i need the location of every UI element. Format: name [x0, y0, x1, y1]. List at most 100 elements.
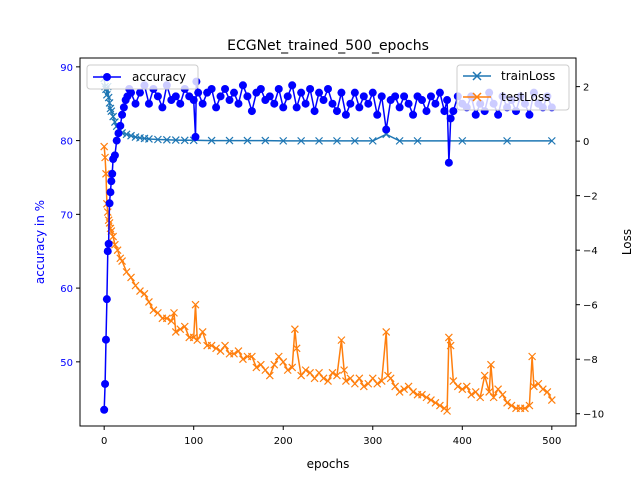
testloss-point [109, 232, 118, 241]
trainloss-point [153, 135, 162, 144]
x-tick-label: 500 [542, 436, 561, 447]
left-axis-ticks: 50 60 70 80 90 [60, 63, 80, 369]
accuracy-point [440, 107, 449, 116]
testloss-point [368, 374, 377, 383]
accuracy-point [368, 88, 377, 97]
accuracy-point [106, 188, 115, 197]
right-tick-label: −2 [583, 192, 598, 203]
testloss-point [170, 308, 178, 317]
accuracy-point [176, 99, 185, 108]
testloss-point [525, 401, 534, 410]
trainloss-point [162, 135, 171, 144]
trainloss-point [458, 136, 467, 145]
testloss-point [373, 379, 382, 388]
testloss-point [377, 377, 386, 385]
testloss-point [346, 374, 355, 383]
accuracy-point [274, 84, 283, 93]
testloss-point [239, 355, 247, 364]
accuracy-point [319, 96, 328, 105]
testloss-point [279, 358, 288, 366]
testloss-point [292, 344, 301, 353]
testloss-point [140, 289, 149, 298]
legend-trainloss-label: trainLoss [501, 69, 555, 83]
trainloss-point [109, 112, 118, 121]
accuracy-point [144, 99, 153, 108]
accuracy-point [315, 88, 324, 97]
testloss-point [306, 368, 315, 377]
testloss-point [283, 366, 292, 375]
testloss-point [315, 368, 323, 377]
testloss-point [145, 298, 153, 306]
trainloss-point [225, 136, 234, 145]
testloss-point [422, 393, 431, 402]
accuracy-point [400, 92, 409, 101]
trainloss-point [122, 130, 131, 139]
accuracy-point [110, 151, 119, 160]
testloss-point [489, 393, 498, 402]
accuracy-point [270, 99, 279, 108]
accuracy-point [418, 96, 427, 105]
testloss-point [538, 385, 547, 394]
accuracy-point [198, 99, 207, 108]
testloss-point [386, 374, 395, 383]
testloss-point [288, 363, 297, 372]
testloss-point [167, 317, 176, 325]
testloss-point [191, 300, 200, 309]
testloss-point [100, 142, 109, 151]
accuracy-point [100, 405, 109, 414]
testloss-point [476, 393, 485, 402]
accuracy-point [494, 110, 503, 119]
testloss-point [528, 352, 537, 361]
testloss-point [547, 396, 556, 405]
accuracy-point [364, 99, 373, 108]
accuracy-point [279, 103, 288, 112]
accuracy-point [431, 99, 440, 108]
testloss-point [341, 377, 350, 385]
testloss-point [106, 224, 115, 233]
testloss-point [265, 371, 274, 380]
accuracy-point [525, 110, 534, 119]
testloss-point [400, 385, 409, 394]
testloss-point [270, 360, 279, 369]
accuracy-point [449, 107, 458, 116]
accuracy-point [135, 88, 144, 97]
accuracy-point [324, 84, 332, 93]
x-tick-label: 300 [363, 436, 382, 447]
trainloss-point [171, 136, 180, 144]
accuracy-point [107, 177, 116, 186]
accuracy-point [229, 88, 238, 97]
accuracy-point [238, 81, 247, 90]
trainloss-point [145, 135, 153, 143]
trainloss-point [180, 136, 189, 145]
testloss-point [409, 388, 417, 396]
accuracy-point [104, 239, 113, 248]
testloss-point [230, 349, 238, 358]
accuracy-point [471, 110, 480, 119]
left-tick-label: 80 [60, 137, 73, 148]
testloss-point [127, 273, 135, 282]
testloss-point [207, 341, 216, 350]
right-tick-label: −6 [583, 301, 598, 312]
testloss-point [297, 371, 306, 380]
trainloss-point [243, 136, 252, 145]
x-axis-ticks: 0 100 200 300 400 500 [101, 426, 561, 447]
testloss-point [485, 388, 494, 396]
accuracy-point [292, 103, 301, 112]
series-testloss [100, 142, 556, 415]
testloss-point [118, 257, 127, 266]
testloss-point [171, 328, 180, 336]
right-tick-label: −4 [583, 246, 598, 257]
left-axis-label: accuracy in % [33, 200, 47, 284]
accuracy-point [118, 110, 127, 119]
accuracy-point [359, 92, 368, 101]
testloss-point [494, 385, 503, 394]
accuracy-point [395, 103, 404, 112]
accuracy-point [247, 107, 256, 116]
trainloss-point [413, 136, 422, 145]
testloss-point [453, 382, 462, 391]
accuracy-point [373, 110, 382, 119]
testloss-point [212, 344, 221, 353]
testloss-point [193, 336, 202, 345]
testloss-point [252, 363, 261, 372]
testloss-point [290, 325, 299, 334]
